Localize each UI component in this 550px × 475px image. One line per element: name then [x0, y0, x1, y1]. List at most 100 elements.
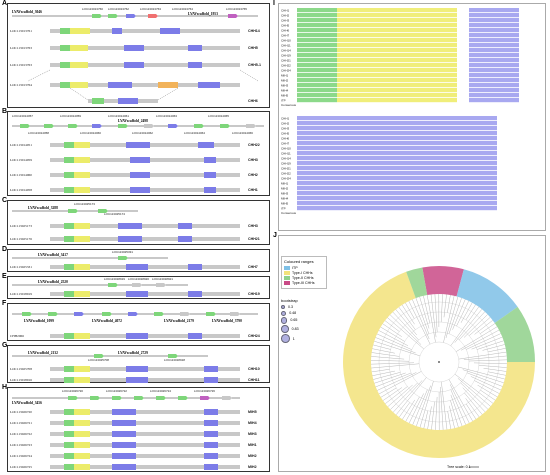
alignment-block	[397, 38, 457, 43]
tree-branch	[412, 389, 428, 425]
tree-branch	[450, 306, 479, 346]
tree-branch	[372, 370, 395, 376]
bootstrap-value: 0.3	[288, 305, 293, 309]
panel-f-scaffold-4: LVAVscaffold_3790	[212, 319, 242, 323]
tree-branch	[452, 299, 466, 330]
alignment-block	[469, 93, 519, 98]
tree-branch	[462, 369, 504, 383]
tree-branch	[378, 330, 409, 346]
alignment-block	[469, 83, 519, 88]
tree-branch	[450, 389, 466, 425]
panel-b-top-gene-7: LOC113014063	[156, 114, 177, 118]
alignment-block	[297, 201, 497, 206]
alignment-block	[297, 78, 337, 83]
tree-branch	[483, 368, 507, 372]
alignment-block	[297, 88, 337, 93]
alignment-block	[337, 98, 397, 103]
tree-branch	[478, 365, 507, 368]
bootstrap-item: 0.83	[281, 325, 321, 333]
alignment-seq-label: MIH3	[281, 84, 288, 88]
legend-label: Type-I CHHs	[292, 271, 313, 275]
alignment-block	[297, 13, 337, 18]
panel-a-row4-gene: LOC113013764	[10, 83, 32, 87]
alignment-seq-label: ITP	[281, 207, 286, 211]
tree-branch	[445, 296, 459, 339]
alignment-block	[297, 206, 497, 211]
alignment-block	[297, 136, 497, 141]
panel-f-scaffold-1: LVAVscaffold_1099	[24, 319, 54, 323]
alignment-block	[397, 23, 457, 28]
panel-f-row1-family: CHH24	[248, 334, 260, 338]
legend-label: ITP	[292, 266, 298, 270]
tree-branch	[419, 296, 430, 329]
alignment-block	[397, 88, 457, 93]
panel-f-row1-gene: CHH2066	[10, 334, 24, 338]
panel-c-scaffold-label: LVAVscaffold_3288	[28, 206, 58, 210]
alignment-block	[297, 73, 337, 78]
tree-branch	[441, 381, 448, 430]
panel-b-top-gene-6: LOC113014062	[132, 131, 153, 135]
alignment-seq-label: MIH1	[281, 74, 288, 78]
tree-branch	[454, 374, 494, 404]
tree-branch	[371, 362, 415, 365]
alignment-seq-label: MIH2	[281, 79, 288, 83]
panel-a-top-gene-1: LOC113013760	[82, 7, 103, 11]
panel-f: LVAVscaffold_1099 LVAVscaffold_4072 LVAV…	[7, 303, 270, 341]
panel-b-top-gene-8: LOC113014064	[184, 131, 205, 135]
tree-branch	[470, 376, 502, 391]
panel-g-top-gene-2: LOC113018918	[164, 358, 185, 362]
tree-branch	[454, 309, 482, 343]
alignment-seq-label: MIH5	[281, 94, 288, 98]
alignment-block	[469, 13, 519, 18]
tree-branch	[427, 406, 432, 430]
alignment-block	[337, 23, 397, 28]
alignment-block	[397, 53, 457, 58]
panel-h-row5-gene: LOC113026724	[10, 454, 32, 458]
tree-branch	[401, 304, 415, 325]
alignment-block	[297, 156, 497, 161]
alignment-seq-label: MIH3	[281, 192, 288, 196]
phylogenetic-tree	[343, 266, 535, 468]
panel-b-scaffold-label: LVAVscaffold_2498	[118, 119, 148, 123]
panel-a-scaffold-2: LVAVscaffold_1953	[188, 12, 218, 16]
bootstrap-value: 0.48	[289, 311, 297, 316]
alignment-block	[397, 58, 457, 63]
alignment-seq-label: MIH4	[281, 89, 288, 93]
alignment-block	[469, 73, 519, 78]
tree-branch	[373, 372, 401, 380]
bootstrap-circle	[281, 317, 288, 324]
tree-branch	[450, 400, 459, 428]
alignment-block	[297, 131, 497, 136]
panel-b-row1-gene: LOC113014051	[10, 143, 32, 147]
tree-branch	[412, 299, 430, 340]
alignment-block	[397, 78, 457, 83]
legend-item: Type-II CHHs	[284, 276, 324, 280]
panel-c-top-gene-1: LOC113025173	[74, 202, 95, 206]
panel-g-gene-structures: LVAVscaffold_2132 LVAVscaffold_2729 LOC1…	[10, 351, 260, 383]
alignment-block	[337, 88, 397, 93]
alignment-seq-label: MIH2	[281, 187, 288, 191]
panel-b-row3-family: CHH2	[248, 173, 258, 177]
alignment-block	[337, 68, 397, 73]
panel-h-row3-family: MIH3	[248, 432, 257, 436]
tree-branch	[480, 323, 496, 334]
panel-letter-a: A	[2, 0, 8, 7]
tree-branch	[441, 294, 443, 323]
panel-b-row4-gene: LOC113014058	[10, 188, 32, 192]
alignment-seq-label: CHH24	[281, 69, 291, 73]
tree-branch	[430, 294, 437, 338]
tree-branch	[482, 344, 505, 351]
alignment-seq-label: MIH4	[281, 197, 288, 201]
panel-b-row2-family: CHH3	[248, 158, 258, 162]
alignment-block	[397, 63, 457, 68]
bootstrap-item: 1	[281, 334, 321, 343]
legend-swatch	[284, 281, 290, 285]
tree-branch	[373, 344, 391, 350]
tree-branch	[405, 396, 420, 422]
legend-swatch	[284, 271, 290, 275]
tree-branch	[469, 317, 491, 336]
tree-branch	[440, 386, 444, 430]
tree-branch	[377, 372, 417, 391]
tree-colored-range	[456, 269, 518, 323]
tree-branch	[447, 294, 451, 313]
